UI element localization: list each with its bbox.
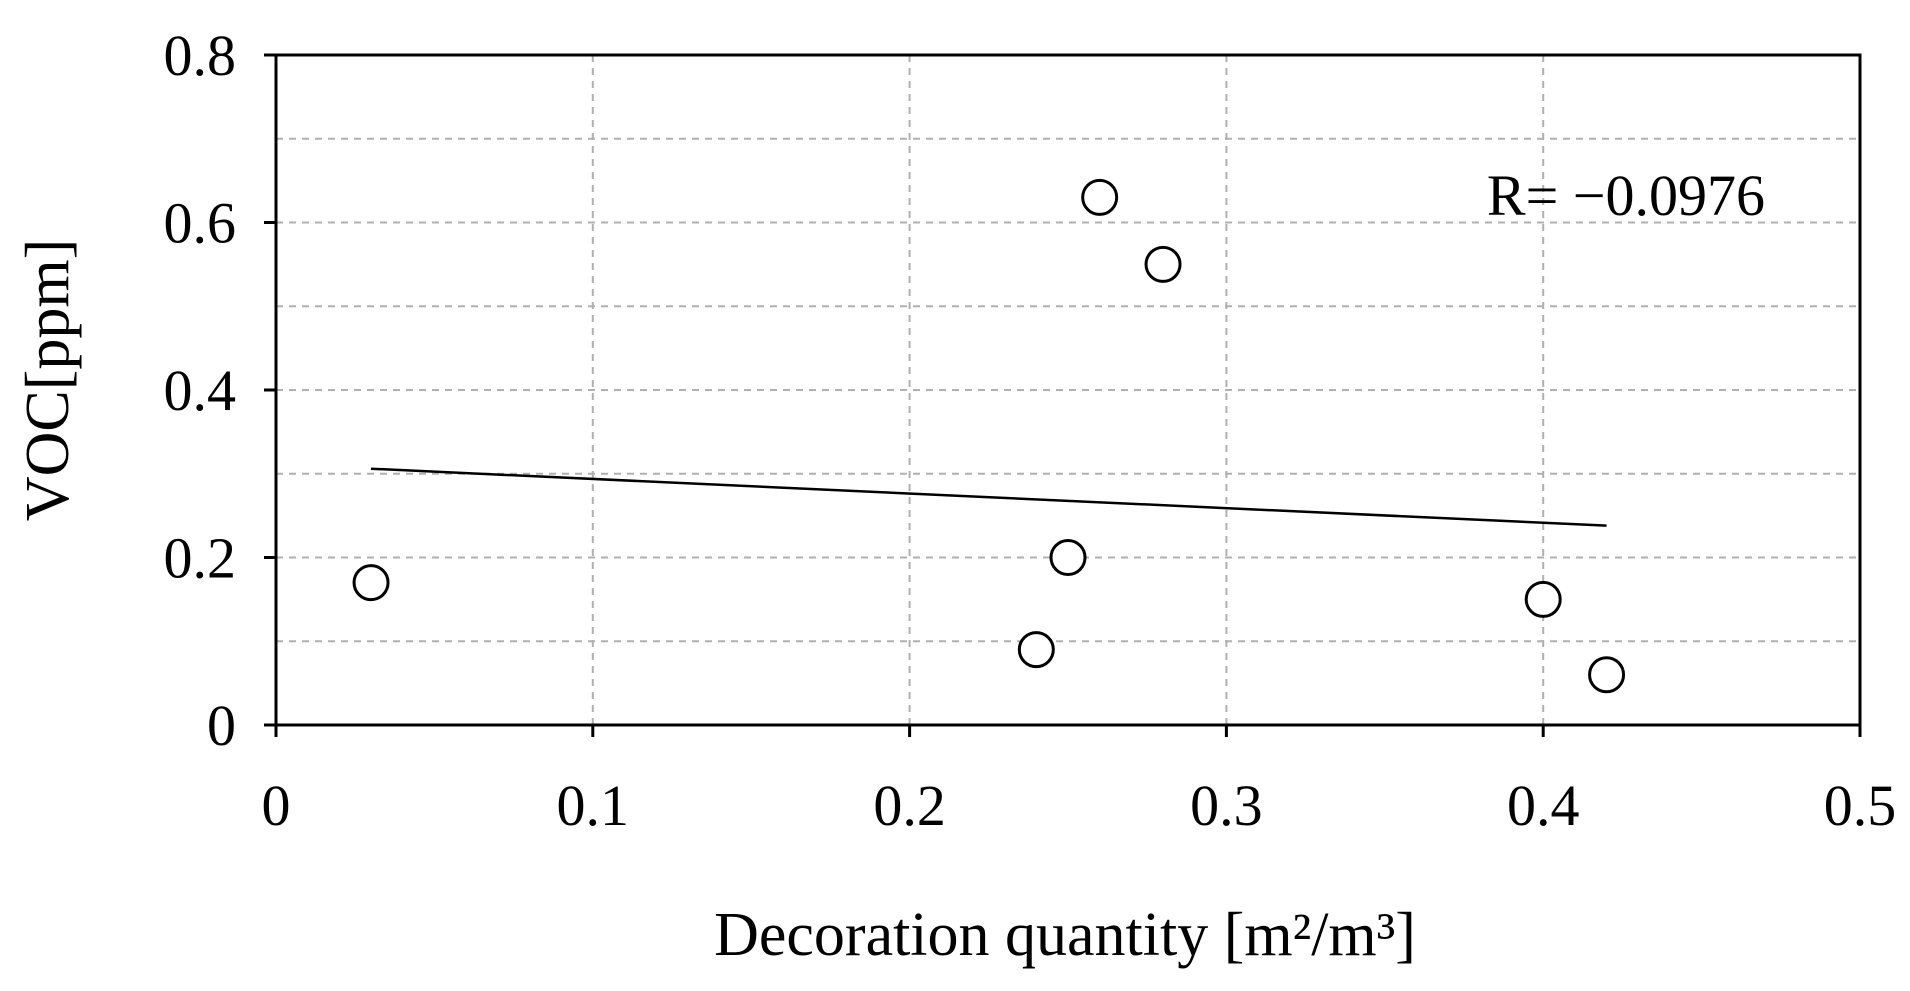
correlation-annotation: R= −0.0976 bbox=[1487, 163, 1765, 228]
tick-marks bbox=[264, 53, 1862, 737]
x-tick-label: 0.4 bbox=[1507, 773, 1580, 838]
data-point bbox=[1524, 580, 1562, 618]
data-point bbox=[1049, 539, 1087, 576]
grid-layer bbox=[276, 55, 1860, 725]
x-tick-label: 0.5 bbox=[1824, 773, 1897, 838]
data-point bbox=[1081, 178, 1119, 216]
x-tick-label: 0.3 bbox=[1190, 773, 1263, 838]
y-tick-label: 0.4 bbox=[164, 358, 237, 423]
data-point bbox=[352, 564, 390, 602]
y-tick-label: 0.2 bbox=[164, 526, 237, 591]
data-point bbox=[1588, 656, 1626, 694]
y-tick-label: 0.8 bbox=[164, 23, 237, 88]
tick-labels: 0 0.1 0.2 0.3 0.4 0.5 0 0.2 0.4 0.6 0.8 bbox=[164, 23, 1897, 838]
trendline-layer bbox=[370, 467, 1607, 527]
y-tick-label: 0 bbox=[207, 693, 236, 758]
y-axis-title: VOC[ppm] bbox=[14, 239, 82, 521]
y-tick-label: 0.6 bbox=[164, 191, 237, 256]
data-point bbox=[1144, 245, 1182, 283]
data-points bbox=[352, 178, 1626, 694]
trendline bbox=[370, 467, 1607, 527]
x-tick-label: 0 bbox=[262, 773, 291, 838]
data-point bbox=[1017, 631, 1055, 669]
x-tick-label: 0.2 bbox=[873, 773, 946, 838]
x-axis-title: Decoration quantity [m²/m³] bbox=[714, 901, 1416, 969]
x-tick-label: 0.1 bbox=[557, 773, 630, 838]
